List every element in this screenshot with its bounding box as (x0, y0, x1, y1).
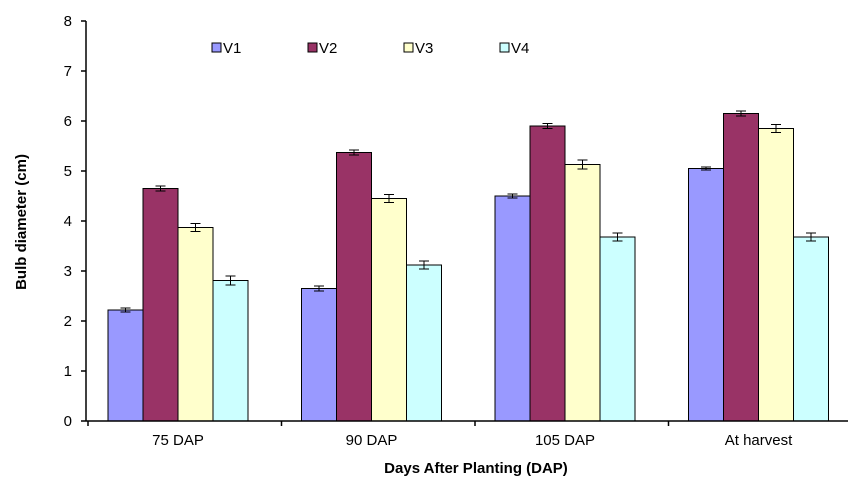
bar-v4-3 (599, 236, 636, 422)
y-tick-label: 1 (64, 363, 72, 380)
y-tick-label: 2 (64, 313, 72, 330)
legend-swatch-v1 (211, 42, 222, 53)
x-tick-label: 90 DAP (346, 432, 398, 449)
y-tick-label: 4 (64, 213, 72, 230)
bar-v1-4 (688, 168, 724, 422)
y-tick-label: 5 (64, 163, 72, 180)
legend-label-v4: V4 (511, 40, 529, 57)
bar-v3-1 (177, 227, 214, 422)
x-tick-label: 75 DAP (152, 432, 204, 449)
x-tick-label: At harvest (725, 432, 793, 449)
bar-v1-1 (107, 309, 144, 422)
x-tick-label: 105 DAP (535, 432, 595, 449)
legend-swatch-v3 (403, 42, 414, 53)
legend-label-v2: V2 (319, 40, 337, 57)
y-tick-label: 6 (64, 113, 72, 130)
bar-v3-3 (564, 164, 601, 422)
legend: V1 V2 V3 V4 (211, 40, 529, 57)
axes-layer: 0 1 2 3 4 5 6 7 8 75 DAP 90 DAP 105 DAP At harvest (64, 13, 848, 449)
y-tick-label: 0 (64, 413, 72, 430)
bar-v2-3 (529, 125, 566, 422)
bar-v2-1 (142, 188, 179, 422)
x-axis-title: Days After Planting (DAP) (384, 460, 568, 477)
legend-label-v3: V3 (415, 40, 433, 57)
y-tick-label: 3 (64, 263, 72, 280)
legend-label-v1: V1 (223, 40, 241, 57)
bars-layer (107, 110, 829, 422)
y-axis-title: Bulb diameter (cm) (13, 154, 30, 290)
bar-v2-4 (723, 113, 759, 422)
bar-v2-2 (336, 152, 372, 422)
bar-v4-1 (212, 280, 249, 422)
legend-swatch-v2 (307, 42, 318, 53)
bar-v3-4 (758, 128, 794, 422)
bar-v1-2 (301, 288, 337, 422)
y-tick-label: 8 (64, 13, 72, 30)
y-tick-label: 7 (64, 63, 72, 80)
bar-v3-2 (371, 198, 407, 422)
bar-v4-4 (793, 236, 829, 422)
bar-v4-2 (406, 264, 442, 422)
bar-v1-3 (494, 195, 531, 422)
legend-swatch-v4 (499, 42, 510, 53)
